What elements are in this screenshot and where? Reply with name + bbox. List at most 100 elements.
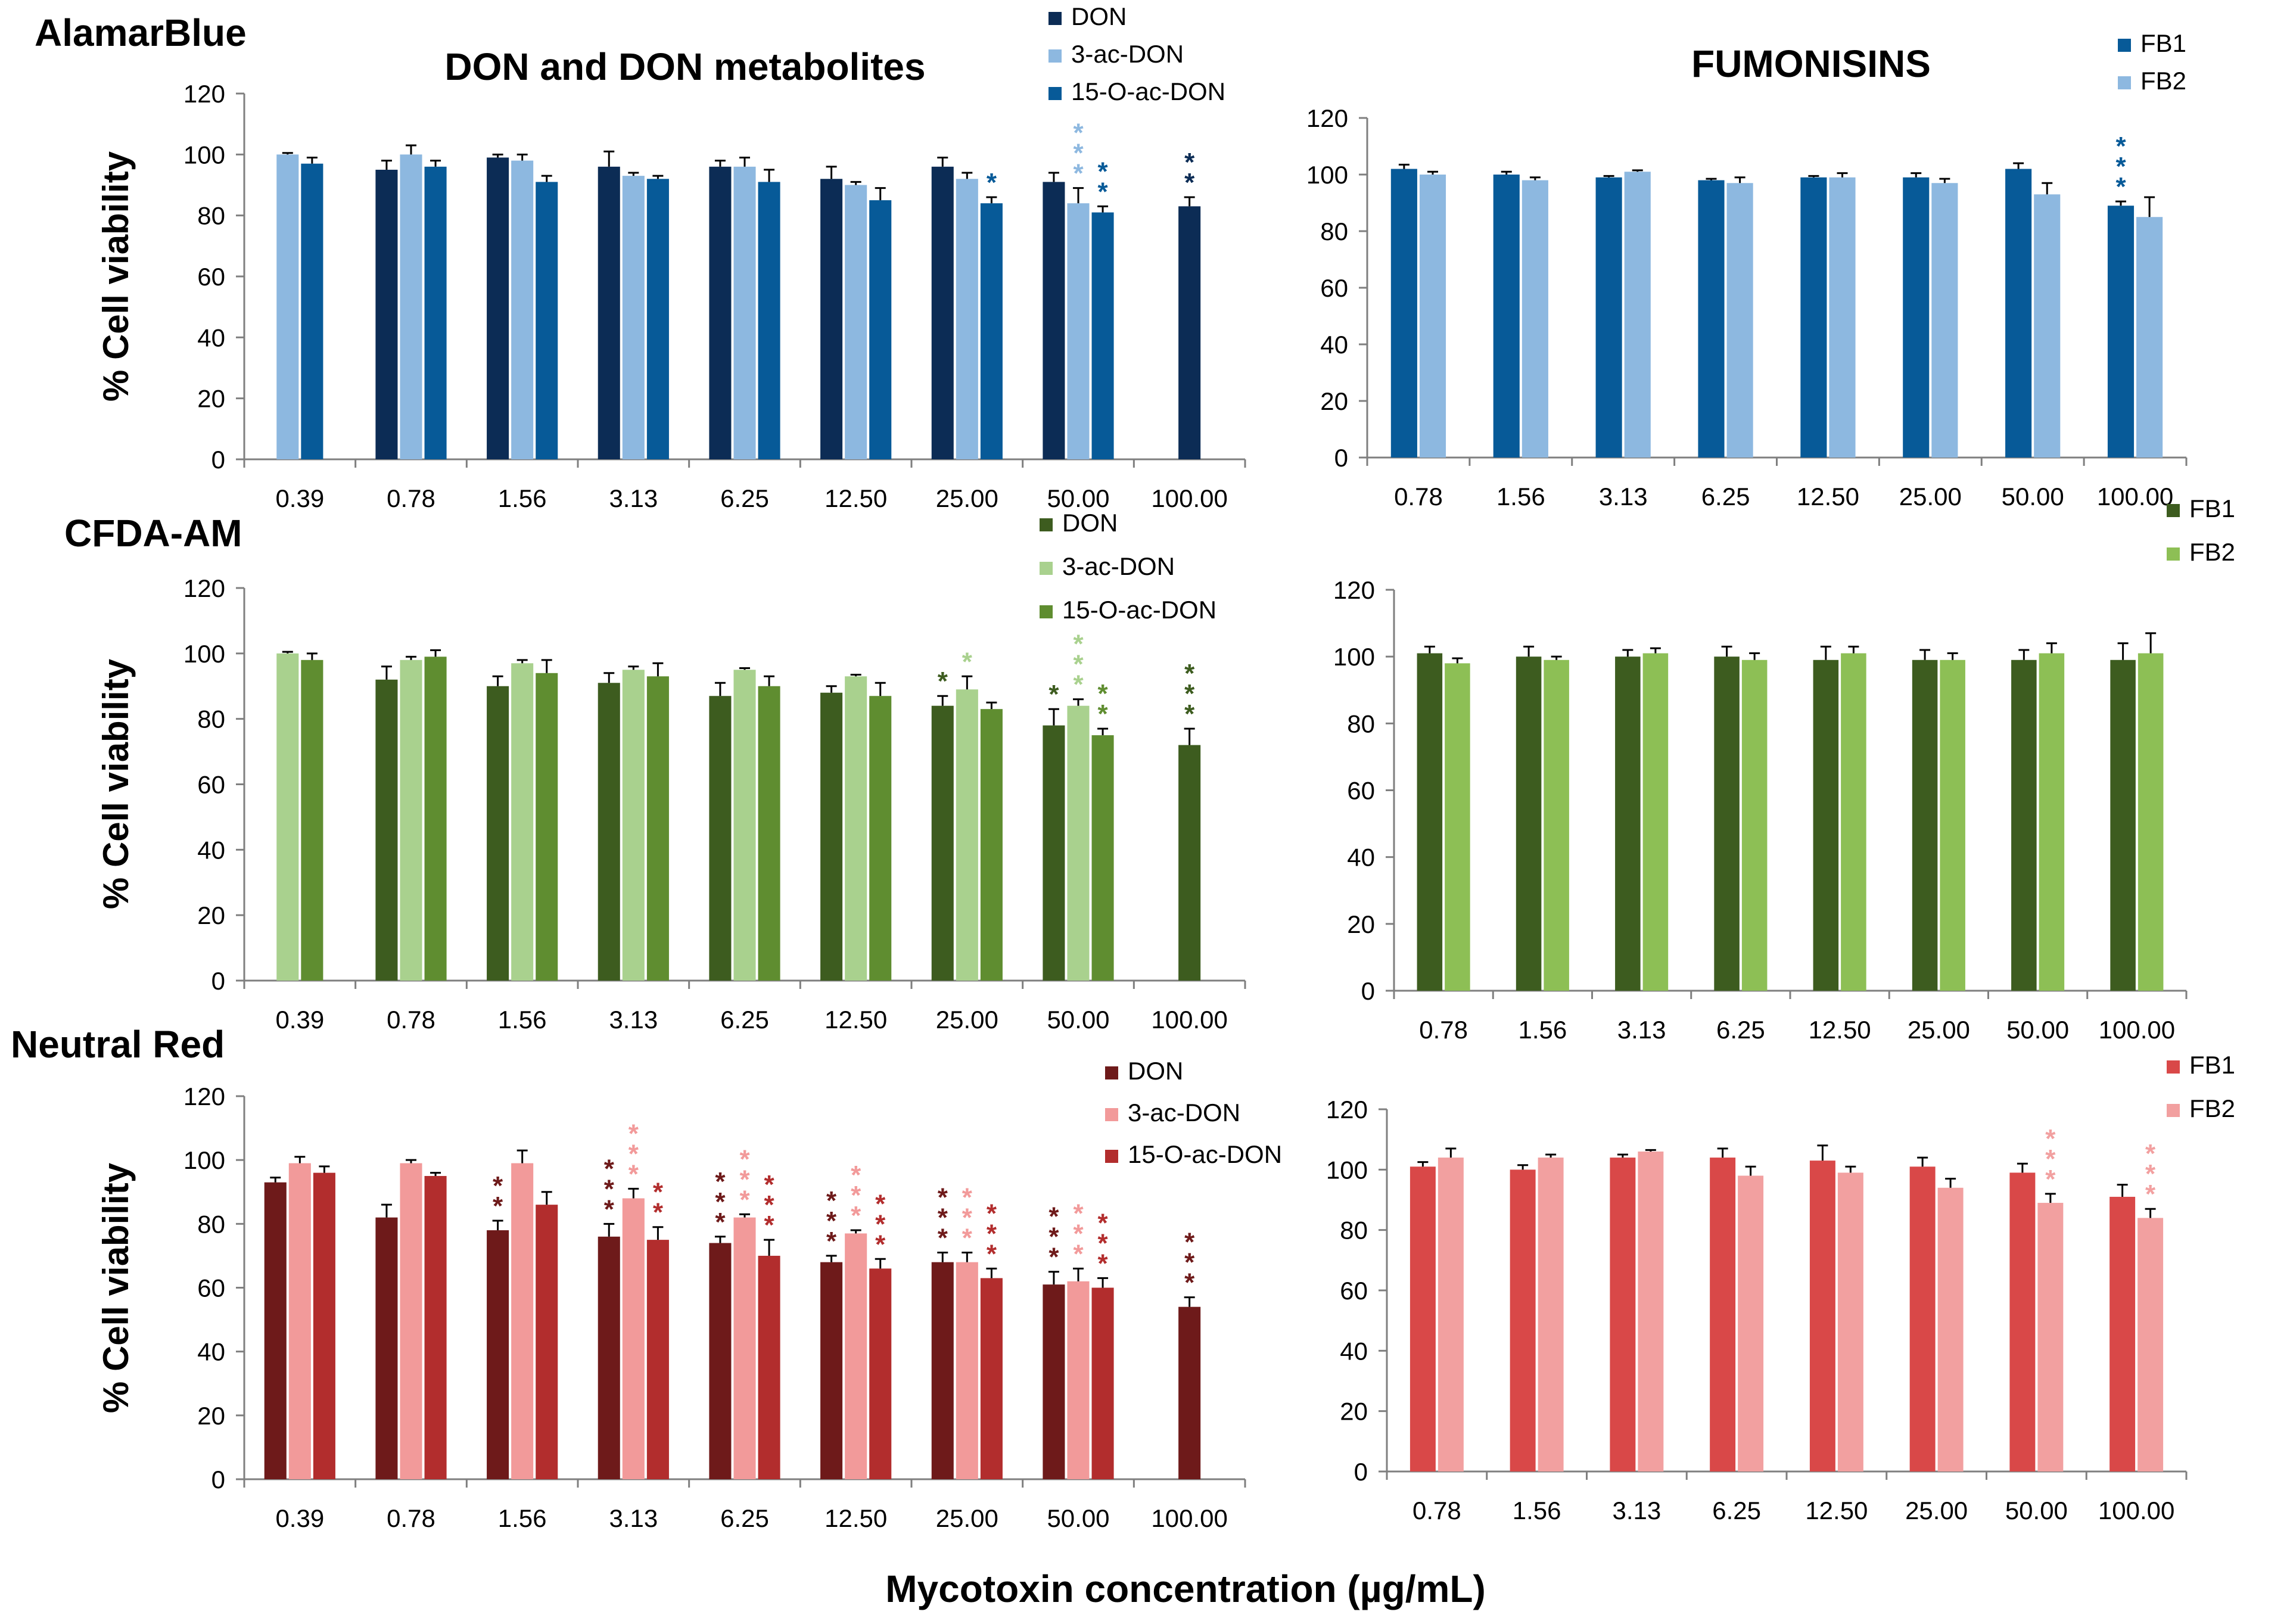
- bar-fb1: [2110, 659, 2136, 991]
- x-tick-label: 6.25: [1716, 1016, 1765, 1044]
- x-tick-label: 1.56: [498, 484, 547, 512]
- legend-entry: FB1: [2140, 29, 2186, 57]
- bar-15-o-ac-don: [869, 696, 892, 981]
- bar-3-ac-don: [956, 689, 978, 981]
- y-tick-label: 80: [1347, 710, 1375, 738]
- y-tick-label: 100: [183, 141, 225, 169]
- significance-star: *: [739, 1144, 750, 1174]
- x-tick-label: 0.78: [387, 1504, 435, 1532]
- legend-swatch: [2167, 504, 2180, 517]
- significance-star: *: [826, 1186, 837, 1215]
- legend-entry: 15-O-ac-DON: [1128, 1140, 1282, 1168]
- x-tick-label: 50.00: [1047, 1504, 1109, 1532]
- significance-star: *: [2145, 1180, 2156, 1209]
- bar-3-ac-don: [956, 1262, 978, 1479]
- y-tick-label: 100: [1326, 1156, 1368, 1184]
- x-tick-label: 6.25: [1701, 483, 1750, 511]
- y-tick-label: 120: [183, 574, 225, 602]
- x-tick-label: 3.13: [1599, 483, 1648, 511]
- bar-don: [598, 166, 620, 459]
- y-tick-label: 60: [197, 263, 225, 291]
- significance-star: *: [604, 1154, 615, 1183]
- y-tick-label: 120: [183, 80, 225, 108]
- x-tick-label: 6.25: [720, 484, 769, 512]
- legend-swatch: [1048, 12, 1062, 25]
- y-axis-title: % Cell viability: [96, 658, 136, 909]
- bar-don: [1178, 206, 1201, 459]
- x-tick-label: 12.50: [1805, 1497, 1868, 1525]
- significance-star: *: [1098, 679, 1109, 708]
- bar-don: [709, 1243, 732, 1479]
- x-tick-label: 0.78: [1394, 483, 1443, 511]
- bar-fb2: [1522, 180, 1548, 458]
- bar-fb1: [1909, 1166, 1936, 1471]
- x-tick-label: 3.13: [609, 1006, 658, 1034]
- bar-fb2: [1544, 659, 1569, 991]
- bar-15-o-ac-don: [424, 1175, 447, 1479]
- bar-15-o-ac-don: [758, 686, 780, 981]
- significance-star: *: [987, 1239, 997, 1268]
- y-tick-label: 0: [1354, 1458, 1368, 1486]
- significance-star: *: [962, 647, 973, 676]
- title-don-metabolites: DON and DON metabolites: [444, 45, 926, 88]
- bar-don: [487, 1230, 509, 1479]
- x-tick-label: 25.00: [936, 1504, 998, 1532]
- significance-star: *: [875, 1209, 886, 1239]
- significance-star: *: [653, 1198, 664, 1227]
- significance-star: *: [1098, 1208, 1109, 1237]
- y-tick-label: 120: [1333, 576, 1375, 604]
- y-tick-label: 60: [197, 1274, 225, 1302]
- bar-fb2: [1837, 1172, 1863, 1471]
- bar-15-o-ac-don: [869, 1268, 892, 1479]
- y-tick-label: 80: [197, 202, 225, 230]
- bar-15-o-ac-don: [980, 709, 1003, 981]
- bar-3-ac-don: [1067, 705, 1090, 981]
- significance-star: *: [1184, 1228, 1195, 1257]
- significance-star: *: [2115, 152, 2126, 181]
- bar-3-ac-don: [622, 176, 645, 459]
- bar-15-o-ac-don: [758, 182, 780, 459]
- chart-nr-fb: 0 20 40 60 80 100 120 0.78 1.56 3.13 6.25 12.50 25.0…: [1326, 1051, 2235, 1525]
- bar-don: [931, 166, 954, 459]
- significance-star: *: [628, 1159, 639, 1189]
- bar-fb1: [1410, 1166, 1436, 1471]
- y-tick-label: 20: [1347, 910, 1375, 938]
- significance-star: *: [739, 1185, 750, 1214]
- x-tick-label: 25.00: [1908, 1016, 1970, 1044]
- significance-star: *: [1048, 1202, 1059, 1231]
- y-tick-label: 0: [211, 446, 225, 474]
- legend-entry: 15-O-ac-DON: [1062, 596, 1216, 624]
- significance-star: *: [1184, 148, 1195, 177]
- title-fumonisins: FUMONISINS: [1691, 42, 1931, 85]
- bar-fb1: [1698, 180, 1725, 458]
- bar-don: [1043, 182, 1065, 459]
- significance-star: *: [1098, 157, 1109, 186]
- bar-don: [709, 166, 732, 459]
- x-tick-label: 0.39: [275, 1504, 324, 1532]
- bar-fb2: [1841, 653, 1866, 991]
- y-tick-label: 60: [1347, 777, 1375, 805]
- significance-star: *: [715, 1167, 726, 1196]
- significance-star: *: [987, 1219, 997, 1248]
- bar-don: [931, 705, 954, 981]
- significance-star: *: [604, 1174, 615, 1203]
- y-tick-label: 0: [211, 1466, 225, 1494]
- significance-star: *: [715, 1208, 726, 1237]
- y-tick-label: 120: [183, 1082, 225, 1110]
- bar-don: [375, 1217, 398, 1479]
- legend-entry: DON: [1071, 2, 1127, 30]
- legend-entry: 3-ac-DON: [1128, 1099, 1240, 1127]
- significance-star: *: [1073, 1239, 1084, 1268]
- significance-star: *: [1073, 139, 1084, 168]
- y-tick-label: 80: [1340, 1217, 1368, 1245]
- significance-star: *: [2115, 172, 2126, 201]
- y-tick-label: 80: [197, 705, 225, 733]
- bar-fb1: [2109, 1196, 2136, 1471]
- bar-don: [375, 169, 398, 459]
- legend-entry: FB1: [2189, 1051, 2235, 1079]
- bar-fb2: [2136, 217, 2163, 458]
- x-tick-label: 0.39: [275, 1006, 324, 1034]
- bar-don: [264, 1182, 287, 1479]
- significance-star: *: [1184, 1248, 1195, 1277]
- bar-3-ac-don: [956, 179, 978, 459]
